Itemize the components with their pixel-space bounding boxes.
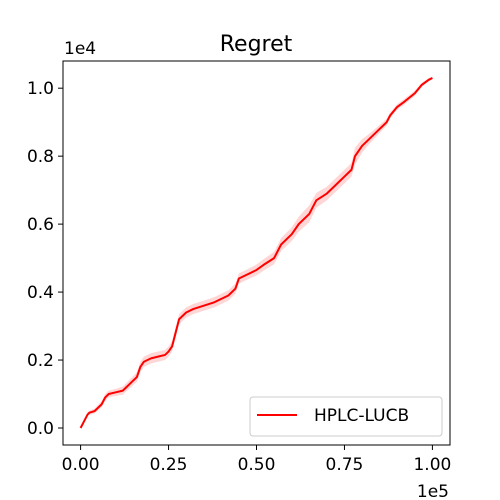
x-axis: 0.00 0.25 0.50 0.75 1.00 — [62, 445, 451, 475]
y-tick-label: 0.2 — [27, 351, 54, 371]
legend-label-hplc-lucb: HPLC-LUCB — [314, 406, 409, 426]
y-tick-label: 0.0 — [27, 419, 54, 439]
legend: HPLC-LUCB — [249, 396, 443, 437]
x-multiplier-label: 1e5 — [417, 482, 449, 500]
y-tick-label: 0.4 — [27, 283, 54, 303]
x-tick-label: 1.00 — [413, 455, 451, 475]
x-tick-label: 0.00 — [62, 455, 100, 475]
chart-title: Regret — [220, 32, 293, 57]
series-line-hplc-lucb — [79, 77, 433, 429]
legend-box — [249, 396, 443, 437]
y-tick-label: 0.8 — [27, 147, 54, 167]
y-tick-label: 0.6 — [27, 215, 54, 235]
x-tick-label: 0.75 — [326, 455, 364, 475]
x-tick-label: 0.25 — [150, 455, 188, 475]
y-tick-label: 1.0 — [27, 79, 54, 99]
plot-area — [79, 76, 433, 429]
y-multiplier-label: 1e4 — [64, 39, 96, 59]
y-axis: 0.0 0.2 0.4 0.6 0.8 1.0 — [27, 79, 63, 439]
x-tick-label: 0.50 — [238, 455, 276, 475]
